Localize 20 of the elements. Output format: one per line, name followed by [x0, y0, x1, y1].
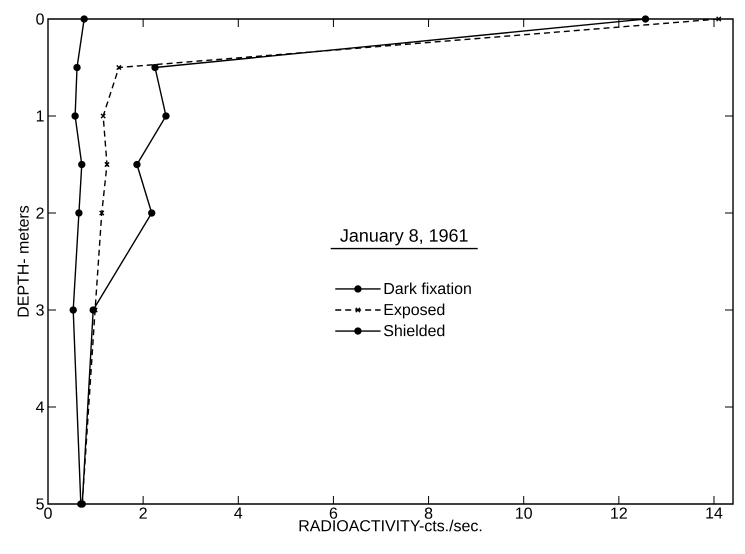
y-tick-label: 4 — [36, 402, 44, 412]
legend-label: Shielded — [384, 324, 444, 336]
y-tick-label: 0 — [36, 13, 44, 25]
y-tick-label: 2 — [36, 207, 44, 219]
y-tick-label: 1 — [36, 110, 44, 122]
y-tick-label: 5 — [36, 498, 44, 510]
x-tick-label: 14 — [706, 508, 722, 518]
x-tick-label: 2 — [140, 508, 147, 519]
x-tick-label: 0 — [44, 508, 52, 519]
x-tick-label: 4 — [234, 508, 242, 518]
legend-label: Exposed — [384, 303, 444, 318]
y-axis-title: DEPTH- meters — [18, 206, 29, 316]
x-tick-label: 12 — [611, 508, 627, 519]
annotation: January 8, 1961 — [340, 229, 468, 246]
x-tick-label: 10 — [516, 508, 532, 519]
x-tick-label: 6 — [330, 508, 338, 519]
x-axis-title: RADIOACTIVITY-cts./sec. — [300, 520, 482, 532]
x-tick-label: 8 — [424, 508, 432, 519]
y-tick-label: 3 — [36, 304, 44, 316]
legend-label: Dark fixation — [384, 282, 471, 294]
